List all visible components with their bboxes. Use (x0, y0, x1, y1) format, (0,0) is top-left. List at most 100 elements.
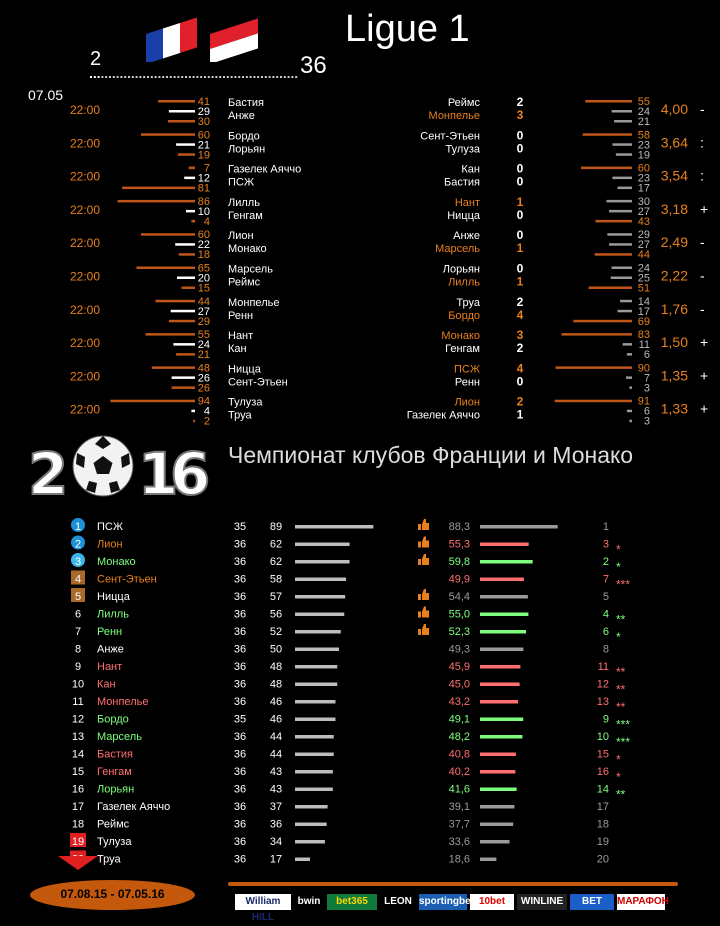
games-played: 35 (234, 714, 246, 726)
rating-bar (480, 787, 517, 791)
progress-dot (116, 76, 119, 78)
change-stars: *** (616, 735, 630, 749)
quote-bar (617, 309, 632, 313)
prob-value: 10 (198, 206, 210, 218)
home-team: Лилль (228, 197, 260, 209)
points-bar (295, 525, 374, 529)
away-team: Генгам (228, 210, 263, 222)
rating-value: 45,9 (449, 661, 470, 673)
odds-sign: - (700, 301, 705, 317)
progress-dot (162, 76, 165, 78)
games-played: 36 (234, 766, 246, 778)
rating-bar (480, 630, 527, 634)
prob-bar (173, 343, 195, 346)
prob-bar (171, 376, 195, 379)
progress-dot (287, 76, 290, 78)
rating-value: 59,8 (449, 556, 470, 568)
round-start: 2 (90, 48, 102, 70)
result-away: Генгам (445, 343, 480, 355)
result-home: Нант (455, 197, 480, 209)
fixture-time: 22:00 (70, 170, 100, 184)
rating-bar (480, 595, 528, 599)
score-away: 0 (517, 208, 524, 222)
quote-value: 91 (638, 396, 650, 408)
prob-bar (168, 110, 195, 113)
rating-bar (480, 577, 524, 581)
games-played: 36 (234, 854, 246, 866)
rating-bar (480, 770, 516, 774)
quote-value: 30 (638, 196, 650, 208)
progress-dot (238, 76, 241, 78)
odds-sign: + (700, 334, 708, 350)
progress-dot (253, 76, 256, 78)
quote-value: 69 (638, 316, 650, 328)
position-number: 11 (72, 696, 83, 708)
progress-dot (211, 76, 214, 78)
rating-bar (480, 542, 529, 546)
quote-value: 55 (638, 96, 650, 108)
progress-dot (234, 76, 237, 78)
bookmaker-logo: sportingbet (419, 894, 474, 910)
prob-bar (110, 399, 195, 403)
points-value: 50 (270, 644, 282, 656)
progress-dot (112, 76, 115, 78)
season-range: 07.08.15 - 07.05.16 (60, 887, 165, 901)
thumb-up-icon (418, 519, 429, 530)
progress-dot (177, 76, 180, 78)
progress-dot (97, 76, 100, 78)
score-home: 2 (517, 295, 524, 309)
team-name: Монако (97, 556, 136, 568)
change-stars: * (616, 630, 621, 644)
rating-bar (480, 682, 520, 686)
quote-bar (585, 100, 632, 103)
points-bar (295, 647, 339, 651)
year-digit-2: 2 (28, 440, 68, 508)
prob-bar (176, 353, 195, 356)
prob-bar (193, 419, 195, 423)
quote-bar (555, 366, 632, 369)
result-home: Труа (456, 297, 480, 309)
points-bar (295, 857, 310, 861)
prob-bar (186, 209, 195, 213)
thumb-up-icon (418, 624, 429, 635)
result-home: Сент-Этьен (420, 130, 480, 142)
progress-dot (257, 76, 260, 78)
previous-position: 6 (603, 626, 609, 638)
games-played: 36 (234, 696, 246, 708)
position-number: 14 (72, 749, 84, 761)
prob-bar (171, 386, 195, 389)
score-home: 2 (517, 95, 524, 109)
result-away: Ницца (447, 210, 481, 222)
odds-value: 3,64 (661, 134, 688, 150)
quote-bar (581, 166, 632, 170)
progress-dot (272, 76, 275, 78)
previous-position: 13 (597, 696, 609, 708)
quote-value: 6 (644, 349, 650, 361)
quote-value: 43 (638, 216, 650, 228)
points-value: 89 (270, 521, 282, 533)
bookmaker-logo: BET (570, 894, 614, 910)
progress-dot (245, 76, 248, 78)
away-team: Ренн (228, 310, 253, 322)
prob-value: 26 (198, 372, 210, 384)
quote-bar (612, 176, 632, 180)
round-end: 36 (300, 52, 327, 79)
prob-value: 60 (198, 229, 210, 241)
quote-bar (609, 243, 632, 246)
quote-value: 27 (638, 206, 650, 218)
quote-value: 21 (638, 116, 650, 128)
team-name: Ницца (97, 591, 131, 603)
previous-position: 4 (603, 609, 609, 621)
previous-position: 19 (597, 836, 609, 848)
change-stars: ** (616, 665, 626, 679)
rating-bar (480, 752, 516, 756)
team-name: Генгам (97, 766, 132, 778)
prob-bar (117, 199, 195, 203)
bookmaker-logo: WINLINE (517, 894, 567, 910)
result-away: Тулуза (446, 143, 481, 155)
quote-value: 58 (638, 129, 650, 141)
fixture-time: 22:00 (70, 103, 100, 117)
change-stars: ** (616, 700, 626, 714)
points-value: 52 (270, 626, 282, 638)
position-badge (71, 518, 85, 532)
